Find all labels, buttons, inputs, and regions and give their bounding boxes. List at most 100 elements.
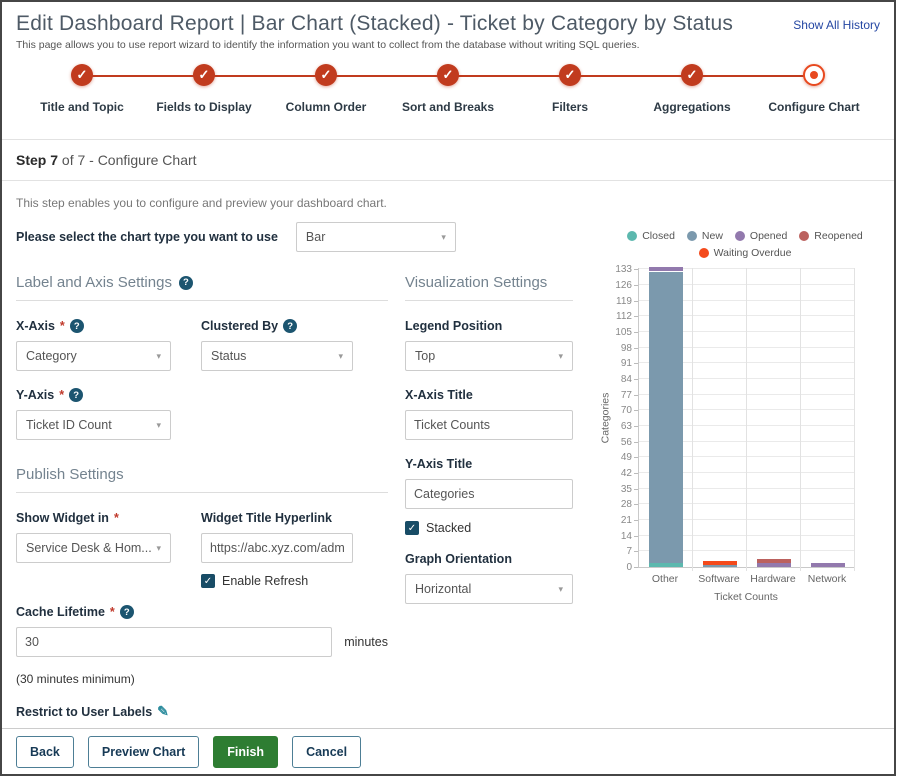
cache-lifetime-row: minutes [16, 627, 388, 657]
widget-title-hyperlink-input[interactable] [201, 533, 353, 563]
help-icon[interactable]: ? [120, 605, 134, 619]
required-marker: * [114, 511, 119, 525]
footer-action-bar: Back Preview Chart Finish Cancel [2, 728, 894, 774]
x-category-label: Hardware [746, 573, 800, 585]
legend-item: Waiting Overdue [699, 247, 792, 259]
step-check-icon[interactable]: ✓ [193, 64, 215, 86]
enable-refresh-row: ✓ Enable Refresh [201, 574, 353, 588]
legend-label: Opened [750, 230, 787, 242]
stacked-label: Stacked [426, 521, 471, 535]
preview-chart-button[interactable]: Preview Chart [88, 736, 199, 768]
legend-dot-icon [735, 231, 745, 241]
gridline [692, 268, 693, 571]
clustered-by-select[interactable]: Status ▾ [201, 341, 353, 371]
visualization-column: Visualization Settings Legend Position T… [405, 274, 573, 604]
bar-segment-opened [649, 267, 683, 271]
step-label: Aggregations [653, 100, 730, 114]
y-tick-label: 7 [612, 547, 632, 557]
y-tick-label: 0 [612, 563, 632, 573]
enable-refresh-checkbox[interactable]: ✓ [201, 574, 215, 588]
visualization-settings-heading: Visualization Settings [405, 274, 573, 301]
graph-orientation-select[interactable]: Horizontal ▾ [405, 574, 573, 604]
step-check-icon[interactable]: ✓ [681, 64, 703, 86]
chart-legend: ClosedNewOpenedReopenedWaiting Overdue [605, 230, 885, 259]
x-axis-select[interactable]: Category ▾ [16, 341, 171, 371]
y-axis-label: Y-Axis * ? [16, 388, 171, 402]
step-check-icon[interactable]: ✓ [559, 64, 581, 86]
y-tick-label: 70 [612, 406, 632, 416]
y-tick-label: 133 [612, 265, 632, 275]
chart-x-categories: OtherSoftwareHardwareNetwork [638, 573, 854, 585]
x-axis-title-input[interactable] [405, 410, 573, 440]
y-tick-label: 21 [612, 516, 632, 526]
y-tick-label: 49 [612, 453, 632, 463]
cache-lifetime-field: Cache Lifetime * ? minutes (30 minutes m… [16, 605, 388, 686]
cache-lifetime-label: Cache Lifetime * ? [16, 605, 388, 619]
step-check-icon[interactable]: ✓ [71, 64, 93, 86]
label-axis-settings-title: Label and Axis Settings [16, 274, 172, 291]
bar-segment-closed [649, 563, 683, 567]
chart-type-value: Bar [306, 230, 325, 244]
gridline [746, 268, 747, 571]
bar-segment-waiting-overdue [703, 561, 737, 564]
chart-y-axis-label-wrap: Categories [598, 268, 612, 568]
legend-position-value: Top [415, 349, 435, 363]
help-icon[interactable]: ? [283, 319, 297, 333]
legend-label: Waiting Overdue [714, 247, 792, 259]
wizard-step[interactable]: ✓Title and Topic [30, 64, 134, 114]
step-check-icon[interactable]: ✓ [315, 64, 337, 86]
wizard-step[interactable]: ✓Fields to Display [152, 64, 256, 114]
legend-position-select[interactable]: Top ▾ [405, 341, 573, 371]
y-axis-select[interactable]: Ticket ID Count ▾ [16, 410, 171, 440]
y-tick-label: 91 [612, 359, 632, 369]
graph-orientation-value: Horizontal [415, 582, 471, 596]
y-tick-label: 112 [612, 312, 632, 322]
legend-dot-icon [627, 231, 637, 241]
wizard-step[interactable]: ✓ Column Order [274, 64, 378, 114]
y-axis-title-input[interactable] [405, 479, 573, 509]
show-widget-in-select[interactable]: Service Desk & Hom... ▾ [16, 533, 171, 563]
chevron-down-icon: ▾ [558, 584, 563, 595]
chevron-down-icon: ▾ [558, 351, 563, 362]
cache-lifetime-input[interactable] [16, 627, 332, 657]
graph-orientation-field: Graph Orientation Horizontal ▾ [405, 552, 573, 604]
chart-body: Categories 07142128354249566370778491981… [598, 268, 892, 568]
cache-lifetime-unit: minutes [344, 635, 388, 649]
chevron-down-icon: ▾ [156, 351, 161, 362]
show-widget-in-value: Service Desk & Hom... [26, 541, 152, 555]
step-current-icon[interactable] [803, 64, 825, 86]
y-axis-value: Ticket ID Count [26, 418, 112, 432]
finish-button[interactable]: Finish [213, 736, 278, 768]
visualization-settings-title: Visualization Settings [405, 274, 547, 291]
bar-segment-new [703, 565, 737, 567]
stacked-checkbox[interactable]: ✓ [405, 521, 419, 535]
chart-plot-area [638, 268, 854, 568]
axis-row-1: X-Axis * ? Category ▾ Clustered By ? [16, 319, 388, 371]
back-button[interactable]: Back [16, 736, 74, 768]
step-label: Column Order [286, 100, 367, 114]
help-icon[interactable]: ? [179, 276, 193, 290]
y-tick-label: 105 [612, 328, 632, 338]
wizard-step[interactable]: ✓ Aggregations [640, 64, 744, 114]
page-subtitle: This page allows you to use report wizar… [2, 36, 894, 51]
y-tick-label: 126 [612, 281, 632, 291]
edit-pencil-icon[interactable]: ✎ [157, 703, 169, 720]
legend-item: Reopened [799, 230, 862, 242]
wizard-step[interactable]: ✓Filters [518, 64, 622, 114]
chart-type-select[interactable]: Bar ▾ [296, 222, 456, 252]
step-heading: Step 7 of 7 - Configure Chart [2, 139, 894, 181]
cancel-button[interactable]: Cancel [292, 736, 361, 768]
step-number: Step 7 [16, 152, 58, 168]
x-axis-field: X-Axis * ? Category ▾ [16, 319, 171, 371]
help-icon[interactable]: ? [69, 388, 83, 402]
chevron-down-icon: ▾ [441, 232, 446, 243]
y-tick-label: 98 [612, 344, 632, 354]
wizard-step[interactable]: ✓Sort and Breaks [396, 64, 500, 114]
step-check-icon[interactable]: ✓ [437, 64, 459, 86]
help-icon[interactable]: ? [70, 319, 84, 333]
show-all-history-link[interactable]: Show All History [793, 18, 880, 32]
wizard-stepper: ✓Title and Topic✓Fields to Display✓Colum… [30, 64, 866, 128]
wizard-step[interactable]: Configure Chart [762, 64, 866, 114]
clustered-by-label: Clustered By ? [201, 319, 353, 333]
legend-item: Opened [735, 230, 787, 242]
